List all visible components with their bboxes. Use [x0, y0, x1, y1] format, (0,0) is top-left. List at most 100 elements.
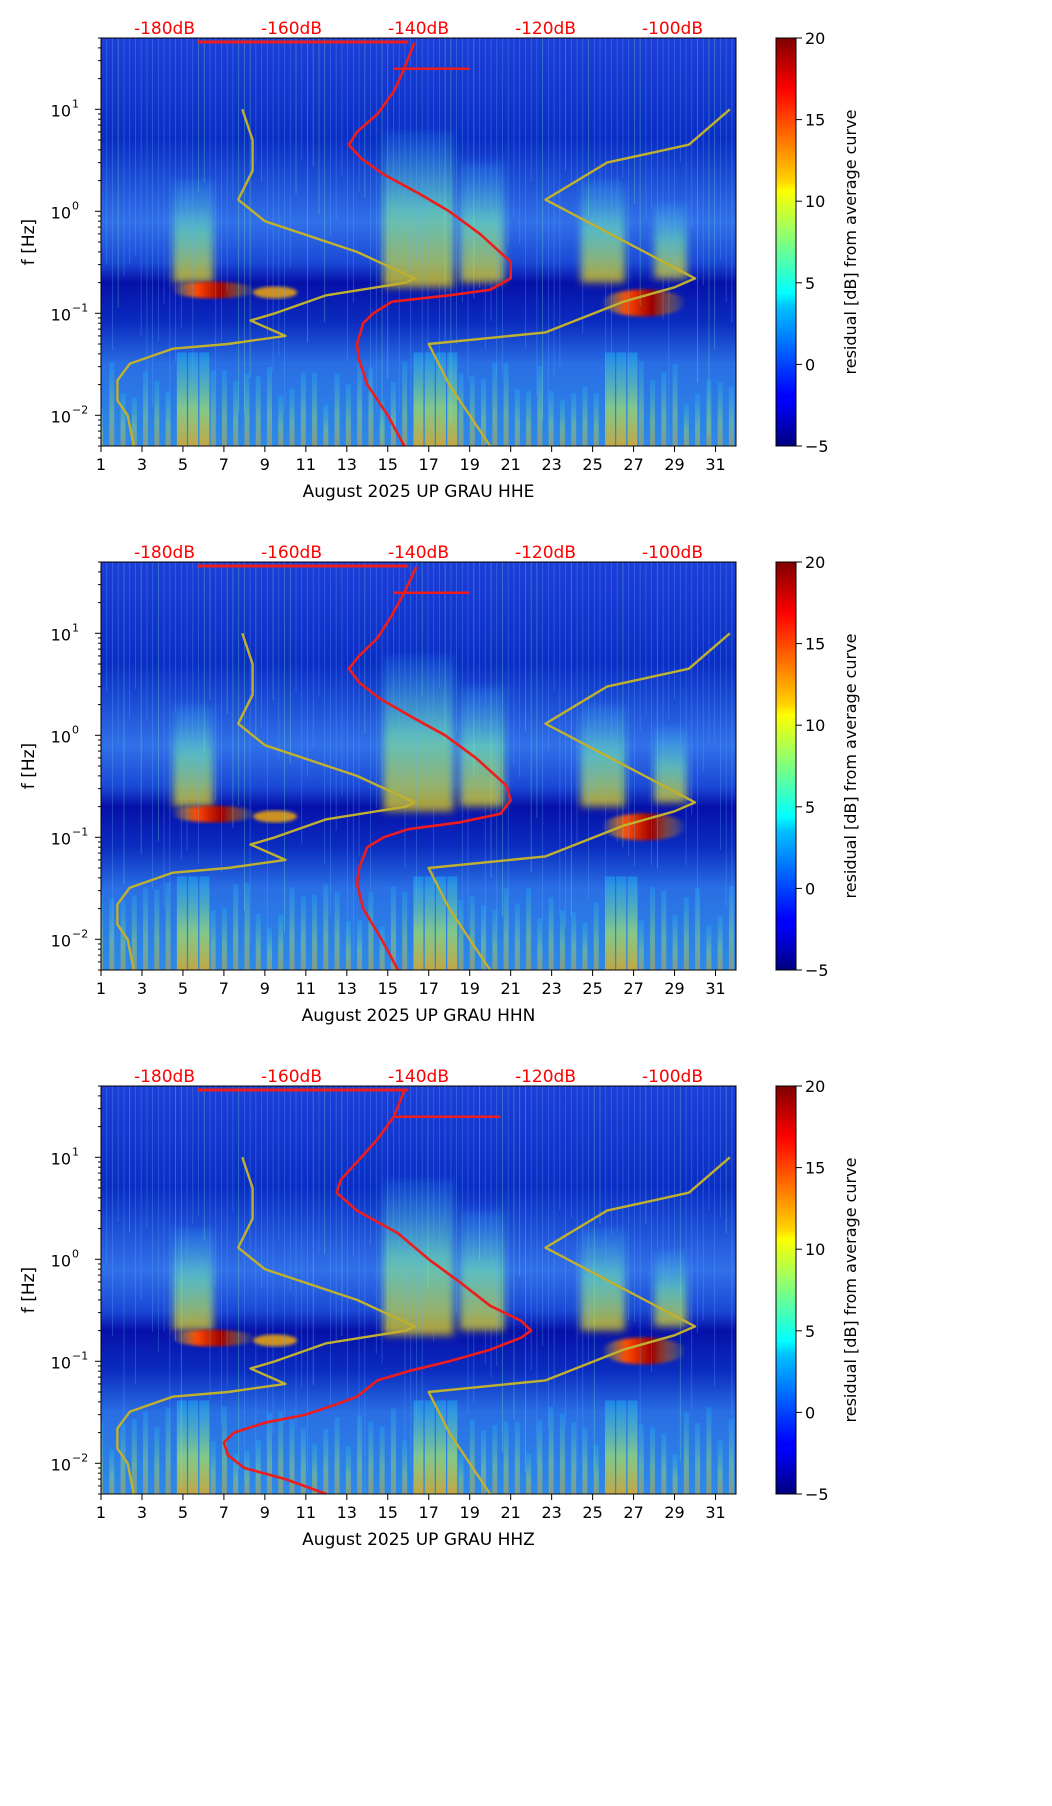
low-frequency-streak: [210, 1441, 216, 1494]
x-tick-label: 7: [219, 1503, 229, 1522]
y-tick-label: 10: [51, 203, 71, 222]
low-frequency-streak: [627, 1400, 638, 1494]
low-frequency-streak: [266, 367, 272, 446]
top-db-label: -100dB: [642, 19, 703, 39]
y-axis-label: f [Hz]: [19, 219, 39, 265]
low-frequency-streak: [514, 903, 520, 970]
colorbar-tick-label: 0: [805, 1403, 815, 1422]
low-frequency-streak: [199, 352, 210, 446]
low-frequency-streak: [300, 1428, 306, 1494]
low-frequency-streak: [526, 888, 532, 970]
top-db-label: -180dB: [134, 19, 195, 39]
low-frequency-streak: [289, 1419, 295, 1494]
low-frequency-streak: [661, 890, 667, 970]
colorbar-tick-label: −5: [805, 961, 829, 980]
low-frequency-streak: [717, 382, 723, 446]
y-tick-exponent: −1: [72, 1349, 88, 1362]
low-frequency-streak: [233, 884, 239, 970]
low-frequency-streak: [131, 895, 137, 970]
low-frequency-streak: [368, 1421, 374, 1494]
x-tick-label: 3: [137, 455, 147, 474]
top-db-label: -140dB: [388, 1067, 449, 1087]
colorbar-tick-label: 15: [805, 635, 825, 654]
x-tick-label: 11: [296, 455, 316, 474]
low-frequency-streak: [638, 361, 644, 446]
x-tick-label: 31: [705, 455, 725, 474]
y-tick-label: 10: [51, 305, 71, 324]
colorbar-tick-label: −5: [805, 1485, 829, 1504]
top-db-label: -180dB: [134, 543, 195, 563]
y-tick-label: 10: [51, 625, 71, 644]
low-frequency-streak: [559, 909, 565, 970]
colorbar-tick-label: 10: [805, 716, 825, 735]
low-frequency-streak: [278, 914, 284, 970]
top-db-label: -120dB: [515, 543, 576, 563]
low-frequency-streak: [683, 404, 689, 446]
x-tick-label: 27: [623, 455, 643, 474]
low-frequency-streak: [345, 1446, 351, 1494]
low-frequency-streak: [334, 892, 340, 970]
x-tick-label: 21: [500, 1503, 520, 1522]
y-tick-label: 10: [51, 829, 71, 848]
low-frequency-streak: [604, 352, 615, 446]
colorbar-gradient: [775, 561, 797, 971]
low-frequency-streak: [469, 375, 475, 446]
low-frequency-streak: [514, 1421, 520, 1494]
low-frequency-streak: [638, 920, 644, 970]
low-frequency-streak: [424, 876, 435, 970]
top-db-label: -160dB: [261, 1067, 322, 1087]
low-frequency-streak: [345, 384, 351, 446]
low-frequency-streak: [548, 1406, 554, 1494]
colorbar-gradient: [775, 37, 797, 447]
top-db-label: -160dB: [261, 543, 322, 563]
low-frequency-streak: [131, 1419, 137, 1494]
low-frequency-streak: [435, 1400, 446, 1494]
low-frequency-streak: [559, 399, 565, 446]
low-frequency-streak: [266, 927, 272, 970]
noise-plume-3: [173, 1228, 214, 1331]
x-tick-label: 13: [337, 1503, 357, 1522]
low-frequency-streak: [120, 1424, 126, 1494]
low-frequency-streak: [447, 352, 458, 446]
noise-model-curve-1: [116, 1156, 416, 1494]
y-tick-exponent: −1: [72, 301, 88, 314]
low-frequency-streak: [300, 896, 306, 970]
x-tick-label: 25: [582, 455, 602, 474]
low-frequency-streak: [109, 1449, 115, 1494]
low-frequency-streak: [728, 386, 734, 446]
low-frequency-streak: [176, 1400, 187, 1494]
low-frequency-streak: [503, 1421, 509, 1494]
noise-plume-2: [460, 686, 504, 807]
low-frequency-streak: [469, 896, 475, 970]
low-frequency-streak: [109, 898, 115, 970]
low-frequency-streak: [221, 370, 227, 446]
noise-model-curve-2: [427, 1156, 731, 1494]
low-frequency-streak: [672, 914, 678, 970]
low-frequency-streak: [402, 1440, 408, 1494]
low-frequency-streak: [379, 1426, 385, 1494]
low-frequency-streak: [706, 379, 712, 446]
noise-model-curve-1: [116, 108, 416, 446]
low-frequency-streak: [447, 876, 458, 970]
noise-plume-3: [173, 704, 214, 807]
plot-area: [101, 562, 736, 970]
x-tick-label: 5: [178, 1503, 188, 1522]
noise-plume-4: [580, 180, 625, 283]
x-tick-label: 9: [260, 1503, 270, 1522]
low-frequency-streak: [481, 1429, 487, 1494]
low-frequency-streak: [390, 886, 396, 970]
low-frequency-streak: [616, 352, 627, 446]
low-frequency-streak: [413, 876, 424, 970]
low-frequency-streak: [571, 392, 577, 446]
microseism-band-2: [601, 813, 686, 841]
low-frequency-streak: [571, 911, 577, 970]
x-tick-label: 27: [623, 1503, 643, 1522]
top-db-label: -140dB: [388, 543, 449, 563]
low-frequency-streak: [165, 1407, 171, 1494]
noise-plume-1: [383, 1179, 454, 1336]
x-tick-label: 15: [378, 455, 398, 474]
colorbar-tick-label: 0: [805, 879, 815, 898]
colorbar-tick-label: 5: [805, 798, 815, 817]
